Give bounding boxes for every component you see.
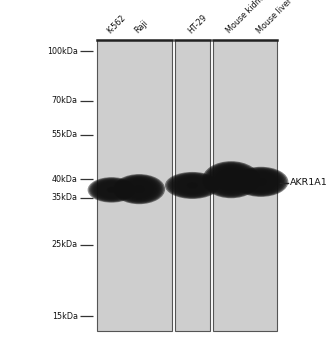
Ellipse shape — [174, 175, 211, 195]
Ellipse shape — [213, 167, 249, 192]
Ellipse shape — [116, 175, 162, 203]
Ellipse shape — [211, 166, 251, 194]
Text: 55kDa: 55kDa — [51, 130, 78, 139]
Ellipse shape — [205, 163, 257, 197]
Ellipse shape — [94, 180, 129, 200]
Ellipse shape — [92, 179, 132, 201]
Ellipse shape — [121, 178, 157, 200]
Ellipse shape — [113, 174, 165, 204]
Ellipse shape — [207, 163, 256, 196]
Ellipse shape — [95, 181, 128, 199]
Ellipse shape — [134, 186, 144, 193]
Ellipse shape — [175, 176, 210, 195]
Ellipse shape — [119, 177, 160, 202]
Ellipse shape — [235, 167, 287, 196]
Ellipse shape — [90, 178, 133, 202]
Ellipse shape — [92, 179, 131, 201]
Ellipse shape — [114, 175, 164, 204]
Ellipse shape — [178, 177, 207, 194]
Text: K-562: K-562 — [105, 13, 127, 35]
Ellipse shape — [187, 182, 198, 189]
Bar — [213, 40, 277, 331]
Ellipse shape — [248, 173, 274, 190]
Ellipse shape — [234, 167, 288, 197]
Ellipse shape — [99, 182, 124, 198]
Ellipse shape — [98, 182, 125, 198]
Ellipse shape — [171, 174, 214, 197]
Ellipse shape — [215, 168, 248, 192]
Ellipse shape — [124, 179, 154, 199]
Ellipse shape — [176, 177, 208, 194]
Text: 35kDa: 35kDa — [52, 193, 78, 202]
Ellipse shape — [179, 178, 205, 193]
Ellipse shape — [117, 176, 161, 202]
Ellipse shape — [256, 178, 266, 186]
Text: 15kDa: 15kDa — [52, 312, 78, 321]
Ellipse shape — [172, 175, 213, 196]
Ellipse shape — [245, 172, 277, 192]
Ellipse shape — [244, 172, 278, 192]
Ellipse shape — [166, 173, 218, 198]
Ellipse shape — [127, 181, 152, 198]
Text: 25kDa: 25kDa — [51, 240, 78, 249]
Ellipse shape — [169, 174, 215, 197]
Ellipse shape — [89, 178, 134, 202]
Ellipse shape — [123, 178, 155, 199]
Ellipse shape — [236, 168, 285, 196]
Text: 70kDa: 70kDa — [52, 96, 78, 105]
Ellipse shape — [225, 175, 237, 184]
Bar — [175, 40, 210, 331]
Ellipse shape — [210, 165, 253, 194]
Ellipse shape — [202, 161, 260, 198]
Ellipse shape — [238, 169, 284, 195]
Text: Mouse kidney: Mouse kidney — [225, 0, 270, 35]
Text: Raji: Raji — [133, 18, 150, 35]
Text: HT-29: HT-29 — [186, 12, 209, 35]
Ellipse shape — [165, 172, 220, 199]
Ellipse shape — [120, 177, 158, 201]
Ellipse shape — [217, 169, 245, 190]
Ellipse shape — [107, 187, 116, 193]
Text: 40kDa: 40kDa — [52, 175, 78, 183]
Bar — [97, 40, 172, 331]
Ellipse shape — [247, 173, 276, 191]
Ellipse shape — [204, 162, 258, 197]
Ellipse shape — [100, 183, 123, 197]
Ellipse shape — [208, 164, 254, 195]
Ellipse shape — [168, 173, 217, 198]
Ellipse shape — [242, 171, 280, 193]
Text: 100kDa: 100kDa — [47, 47, 78, 56]
Ellipse shape — [88, 177, 135, 203]
Ellipse shape — [241, 170, 281, 194]
Ellipse shape — [126, 180, 153, 198]
Ellipse shape — [216, 168, 246, 191]
Text: Mouse liver: Mouse liver — [255, 0, 294, 35]
Ellipse shape — [96, 181, 127, 199]
Ellipse shape — [239, 169, 283, 194]
Text: AKR1A1: AKR1A1 — [290, 178, 328, 187]
